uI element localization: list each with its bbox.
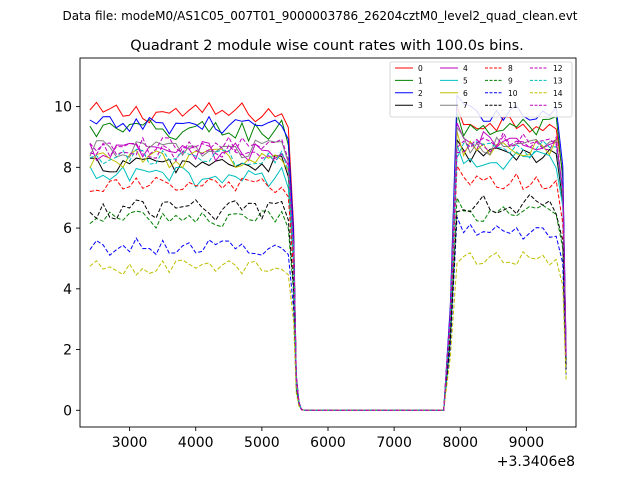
y-tick-label: 0 (63, 403, 72, 419)
series-line-6 (89, 131, 567, 411)
x-tick-label: 6000 (310, 435, 346, 451)
data-file-header: Data file: modeM0/AS1C05_007T01_90000037… (62, 9, 577, 23)
series-line-9 (89, 195, 567, 411)
series-line-4 (89, 122, 567, 411)
legend-label-6: 6 (463, 89, 468, 98)
legend-label-8: 8 (508, 64, 513, 73)
series-line-8 (89, 164, 567, 411)
legend-label-14: 14 (553, 89, 563, 98)
x-tick-label: 3000 (112, 435, 148, 451)
y-tick-label: 2 (63, 343, 72, 359)
y-axis: 0 2 4 6 8 10 (54, 100, 80, 419)
series-line-11 (89, 193, 567, 411)
series-line-15 (89, 131, 567, 411)
chart-title: Quadrant 2 module wise count rates with … (130, 38, 524, 54)
legend-label-4: 4 (463, 64, 468, 73)
series-line-12 (89, 132, 567, 411)
x-tick-label: 5000 (244, 435, 280, 451)
series-line-5 (89, 144, 567, 411)
x-offset-label: +3.3406e8 (497, 454, 575, 470)
legend-label-12: 12 (553, 64, 563, 73)
legend-label-15: 15 (553, 101, 563, 110)
legend-label-9: 9 (508, 76, 513, 85)
legend-label-11: 11 (508, 101, 518, 110)
legend-label-13: 13 (553, 76, 563, 85)
y-tick-label: 8 (63, 160, 72, 176)
x-tick-label: 8000 (442, 435, 478, 451)
legend-box (389, 61, 573, 118)
series-line-14 (89, 250, 567, 411)
plot-lines (89, 94, 567, 411)
legend-label-5: 5 (463, 76, 468, 85)
y-tick-label: 6 (63, 221, 72, 237)
legend-label-2: 2 (418, 89, 423, 98)
legend-label-1: 1 (418, 76, 423, 85)
series-line-13 (89, 140, 567, 411)
x-axis: 3000 4000 5000 6000 7000 8000 9000 (112, 427, 544, 451)
legend-label-10: 10 (508, 89, 518, 98)
legend-label-7: 7 (463, 101, 468, 110)
y-tick-label: 10 (54, 100, 72, 116)
series-line-1 (89, 112, 567, 411)
x-tick-label: 4000 (178, 435, 214, 451)
legend-label-3: 3 (418, 101, 423, 110)
x-tick-label: 9000 (509, 435, 545, 451)
series-line-10 (89, 216, 567, 411)
y-tick-label: 4 (63, 282, 72, 298)
x-tick-label: 7000 (376, 435, 412, 451)
series-line-7 (89, 125, 567, 411)
legend-label-0: 0 (418, 64, 423, 73)
